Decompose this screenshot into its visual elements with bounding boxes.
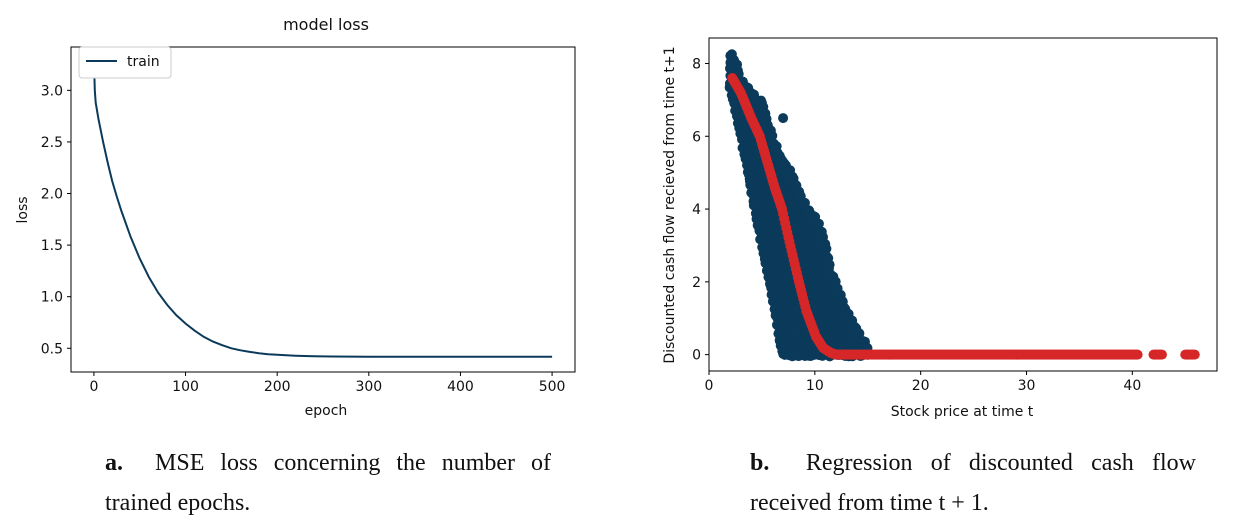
x-axis: 0 100 200 300 400 500 [89,372,565,395]
y-axis: 0 2 4 6 8 [692,56,709,364]
legend-label: train [127,54,160,70]
y-tick-label: 1.5 [41,238,63,254]
observed-point [767,130,778,141]
y-tick-label: 1.0 [41,290,63,306]
x-tick-label: 10 [806,378,824,394]
x-tick-label: 30 [1018,378,1036,394]
legend-box [78,46,172,79]
plot-area [70,46,576,373]
y-axis-label: loss [15,196,31,223]
x-tick-label: 100 [172,379,199,395]
regression-point [1189,349,1200,360]
x-tick-label: 20 [912,378,930,394]
caption-label: b. [750,450,770,476]
loss-chart: model loss 0 100 200 300 400 500 0.5 1.0 1.5 2.0… [15,15,576,419]
caption-text: MSE loss concerning the number of traine… [105,450,552,516]
y-tick-label: 6 [692,129,701,145]
y-axis-label: Discounted cash flow recieved from time … [662,46,678,363]
chart-title: model loss [283,15,369,34]
x-tick-label: 400 [447,379,474,395]
train-line [92,59,553,358]
x-axis-label: epoch [305,403,348,419]
y-tick-label: 2 [692,275,701,291]
observed-point [778,113,789,124]
y-tick-label: 2.0 [41,187,63,203]
x-axis: 0 10 20 30 40 [705,371,1141,394]
y-tick-label: 3.0 [41,83,63,99]
x-axis-label: Stock price at time t [891,404,1034,420]
y-tick-label: 0.5 [41,341,63,357]
x-tick-label: 0 [705,378,714,394]
regression-point [1132,349,1143,360]
observed-point [799,197,810,208]
observed-point [821,243,832,254]
y-tick-label: 8 [692,56,701,72]
x-tick-label: 200 [264,379,291,395]
x-tick-label: 300 [355,379,382,395]
plot-area [708,37,1218,372]
y-tick-label: 2.5 [41,135,63,151]
regression-chart: 0 10 20 30 40 0 2 4 6 8 Stock price at time t Di… [662,37,1218,420]
y-tick-label: 0 [692,348,701,364]
x-tick-label: 0 [89,379,98,395]
caption-b: b. Regression of discounted cash flow re… [750,443,1196,523]
caption-text: Regression of discounted cash flow recei… [750,450,1197,516]
y-tick-label: 4 [692,202,701,218]
regression-point [1156,349,1167,360]
x-tick-label: 40 [1123,378,1141,394]
caption-label: a. [105,450,123,476]
legend: train [78,46,172,79]
observed-point [771,141,782,152]
caption-a: a. MSE loss concerning the number of tra… [105,443,551,523]
regression-points [727,73,1200,360]
x-tick-label: 500 [539,379,566,395]
y-axis: 0.5 1.0 1.5 2.0 2.5 3.0 [41,83,71,357]
observed-point [854,328,865,339]
observed-point [824,259,835,270]
